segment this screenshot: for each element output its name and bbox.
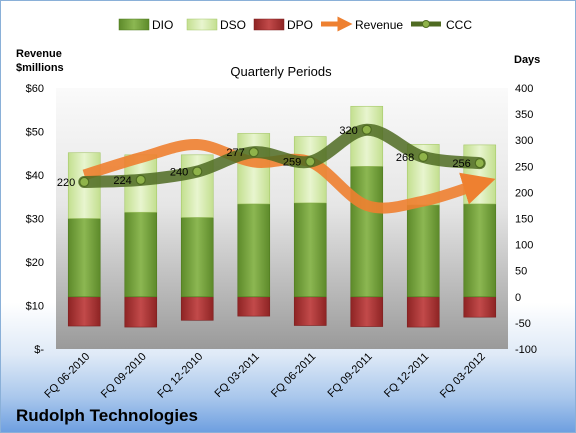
- left-tick-label: $20: [26, 257, 44, 269]
- bar-dio: [67, 218, 101, 298]
- ccc-point: [361, 124, 372, 135]
- left-axis-title-line2: $millions: [16, 62, 64, 74]
- right-axis: 400 350 300 250 200 150 100 50 0 -50 -100: [515, 83, 537, 356]
- ccc-data-label: 256: [452, 158, 470, 170]
- ccc-point: [305, 156, 316, 167]
- left-tick-label: $60: [26, 83, 44, 95]
- bar-dso: [237, 133, 271, 205]
- legend-label-dpo: DPO: [287, 18, 313, 32]
- legend-label-revenue: Revenue: [355, 18, 403, 32]
- left-axis-title-line1: Revenue: [16, 48, 62, 60]
- ccc-data-label: 224: [113, 175, 131, 187]
- legend-point-ccc: [422, 20, 430, 28]
- x-axis-labels: FQ 06-2010 FQ 09-2010 FQ 12-2010 FQ 03-2011…: [42, 351, 487, 401]
- ccc-data-label: 240: [170, 167, 188, 179]
- x-tick-label: FQ 12-2010: [155, 351, 205, 401]
- right-tick-label: 250: [515, 161, 533, 173]
- right-tick-label: 150: [515, 214, 533, 226]
- right-axis-title: Days: [514, 54, 540, 66]
- x-tick-label: FQ 06-2011: [269, 351, 318, 400]
- company-name: Rudolph Technologies: [16, 406, 198, 425]
- ccc-point: [79, 176, 90, 188]
- legend-label-dso: DSO: [220, 18, 246, 32]
- legend-swatch-dpo: [253, 18, 285, 31]
- ccc-layer: 220 224 240 277 259 320 268 256: [57, 123, 486, 189]
- left-tick-label: $-: [34, 344, 44, 356]
- legend-item-dpo: DPO: [253, 18, 313, 32]
- x-tick-label: FQ 09-2010: [99, 351, 149, 401]
- ccc-point: [248, 147, 259, 158]
- x-tick-label: FQ 03-2012: [438, 351, 488, 401]
- ccc-point: [474, 158, 485, 169]
- right-tick-label: -100: [515, 344, 537, 356]
- bar-dio: [237, 203, 271, 298]
- bar-dpo: [124, 296, 158, 328]
- left-axis: $60 $50 $40 $30 $20 $10 $-: [26, 83, 45, 356]
- ccc-point: [192, 166, 203, 177]
- legend-item-dso: DSO: [186, 18, 246, 32]
- bars-layer: [67, 105, 497, 328]
- bar-dpo: [237, 296, 271, 317]
- right-tick-label: 300: [515, 135, 533, 147]
- legend-swatch-dio: [118, 18, 150, 31]
- right-tick-label: 100: [515, 240, 533, 252]
- ccc-line: [78, 123, 486, 188]
- x-tick-label: FQ 12-2011: [382, 351, 431, 400]
- bar-dpo: [293, 296, 327, 326]
- ccc-point: [418, 151, 429, 163]
- bar-dpo: [406, 296, 440, 328]
- bar-dpo: [67, 296, 101, 327]
- legend-item-revenue: Revenue: [321, 16, 403, 32]
- bar-dio: [350, 166, 384, 298]
- ccc-point: [135, 174, 146, 185]
- bar-dpo: [463, 296, 497, 318]
- left-tick-label: $50: [26, 127, 44, 139]
- right-tick-label: 350: [515, 109, 533, 121]
- legend-label-ccc: CCC: [446, 18, 472, 32]
- legend-item-ccc: CCC: [411, 18, 472, 32]
- bar-dio: [293, 202, 327, 298]
- ccc-data-label: 268: [396, 152, 414, 164]
- ccc-data-label: 277: [226, 147, 244, 159]
- bar-dio: [406, 204, 440, 298]
- left-tick-label: $30: [26, 214, 44, 226]
- right-tick-label: 400: [515, 83, 533, 95]
- right-tick-label: 50: [515, 266, 527, 278]
- legend-label-dio: DIO: [152, 18, 173, 32]
- bar-dso: [463, 144, 497, 205]
- bar-dio: [180, 217, 214, 298]
- ccc-data-label: 320: [339, 125, 357, 137]
- chart-subtitle: Quarterly Periods: [230, 64, 332, 79]
- left-tick-label: $40: [26, 170, 44, 182]
- right-tick-label: 200: [515, 187, 533, 199]
- right-tick-label: -50: [515, 318, 531, 330]
- plot-area: [56, 88, 508, 349]
- bar-dpo: [180, 296, 214, 321]
- x-tick-label: FQ 06-2010: [42, 351, 92, 401]
- legend: DIO DSO DPO Revenue CCC: [118, 16, 472, 32]
- ccc-data-label: 220: [57, 177, 75, 189]
- ccc-data-label: 259: [283, 157, 301, 169]
- right-tick-label: 0: [515, 292, 521, 304]
- bar-dpo: [350, 296, 384, 327]
- legend-swatch-dso: [186, 18, 218, 31]
- bar-dio: [124, 211, 158, 298]
- x-tick-label: FQ 03-2011: [212, 351, 261, 400]
- bar-dio: [463, 203, 497, 298]
- left-tick-label: $10: [26, 301, 44, 313]
- legend-item-dio: DIO: [118, 18, 173, 32]
- x-tick-label: FQ 09-2011: [325, 351, 374, 400]
